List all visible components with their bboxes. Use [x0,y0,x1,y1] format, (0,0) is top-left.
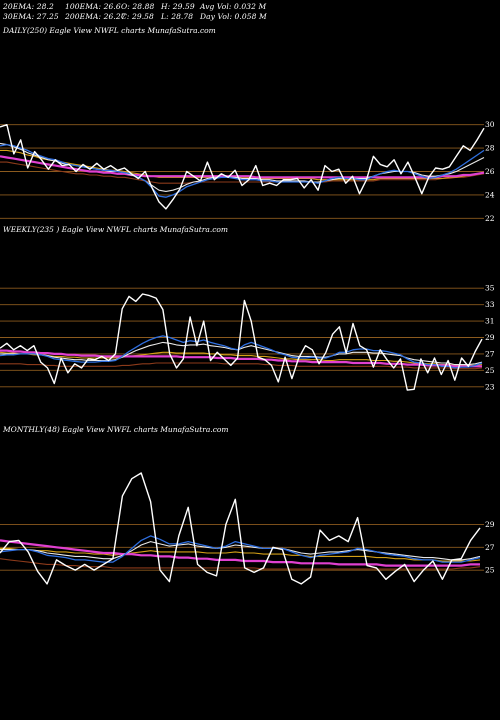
monthly-ema100-line [0,547,481,562]
monthly-chart: 29 27 25 [0,472,495,585]
weekly-tick-label: 33 [485,300,495,309]
ema200-value: 200EMA: 26.27 [65,12,126,21]
monthly-panel-title: MONTHLY(48) Eagle View NWFL charts Munaf… [3,425,229,434]
ema30-value: 30EMA: 27.25 [3,12,59,21]
monthly-ema20-line [0,535,481,563]
weekly-panel-title: WEEKLY(235 ) Eagle View NWFL charts Muna… [3,225,229,234]
monthly-tick-label: 27 [485,543,495,552]
weekly-tick-label: 35 [485,284,495,293]
monthly-tick-label: 25 [485,566,495,575]
weekly-price-line [0,293,483,391]
daily-tick-label: 22 [485,214,495,223]
weekly-tick-label: 25 [485,366,495,375]
monthly-ema-extra-line [0,558,481,570]
weekly-chart: 35 33 31 29 27 25 23 [0,284,495,391]
header-row-2: 30EMA: 27.25 200EMA: 26.27 C: 29.58 L: 2… [3,12,498,22]
daily-tick-label: 28 [485,144,495,153]
daily-ema200-line [0,155,485,179]
weekly-ema20-line [0,335,483,369]
weekly-tick-label: 29 [485,333,495,342]
monthly-ema30-line [0,541,481,561]
close-value: C: 29.58 [121,12,154,21]
monthly-ema200-line [0,539,480,567]
weekly-tick-label: 27 [485,349,495,358]
daily-tick-label: 30 [485,120,495,129]
day-vol-value: Day Vol: 0.058 M [200,12,267,21]
monthly-tick-label: 29 [485,520,495,529]
low-value: L: 28.78 [161,12,194,21]
daily-chart: 30 28 26 24 22 [0,120,495,223]
high-value: H: 29.59 [161,2,195,11]
daily-tick-label: 26 [485,167,495,176]
daily-tick-label: 24 [485,190,495,199]
weekly-tick-label: 23 [485,382,495,391]
daily-panel-title: DAILY(250) Eagle View NWFL charts Munafa… [3,26,216,35]
avg-vol-value: Avg Vol: 0.032 M [200,2,267,11]
header-row-1: 20EMA: 28.2 100EMA: 26.6 O: 28.88 H: 29.… [3,2,498,12]
weekly-tick-label: 31 [485,317,495,326]
daily-ema-extra-line [0,161,485,184]
monthly-price-line [0,472,481,585]
open-value: O: 28.88 [121,2,155,11]
ema100-value: 100EMA: 26.6 [65,2,121,11]
ema20-value: 20EMA: 28.2 [3,2,54,11]
daily-price-line [0,123,485,210]
